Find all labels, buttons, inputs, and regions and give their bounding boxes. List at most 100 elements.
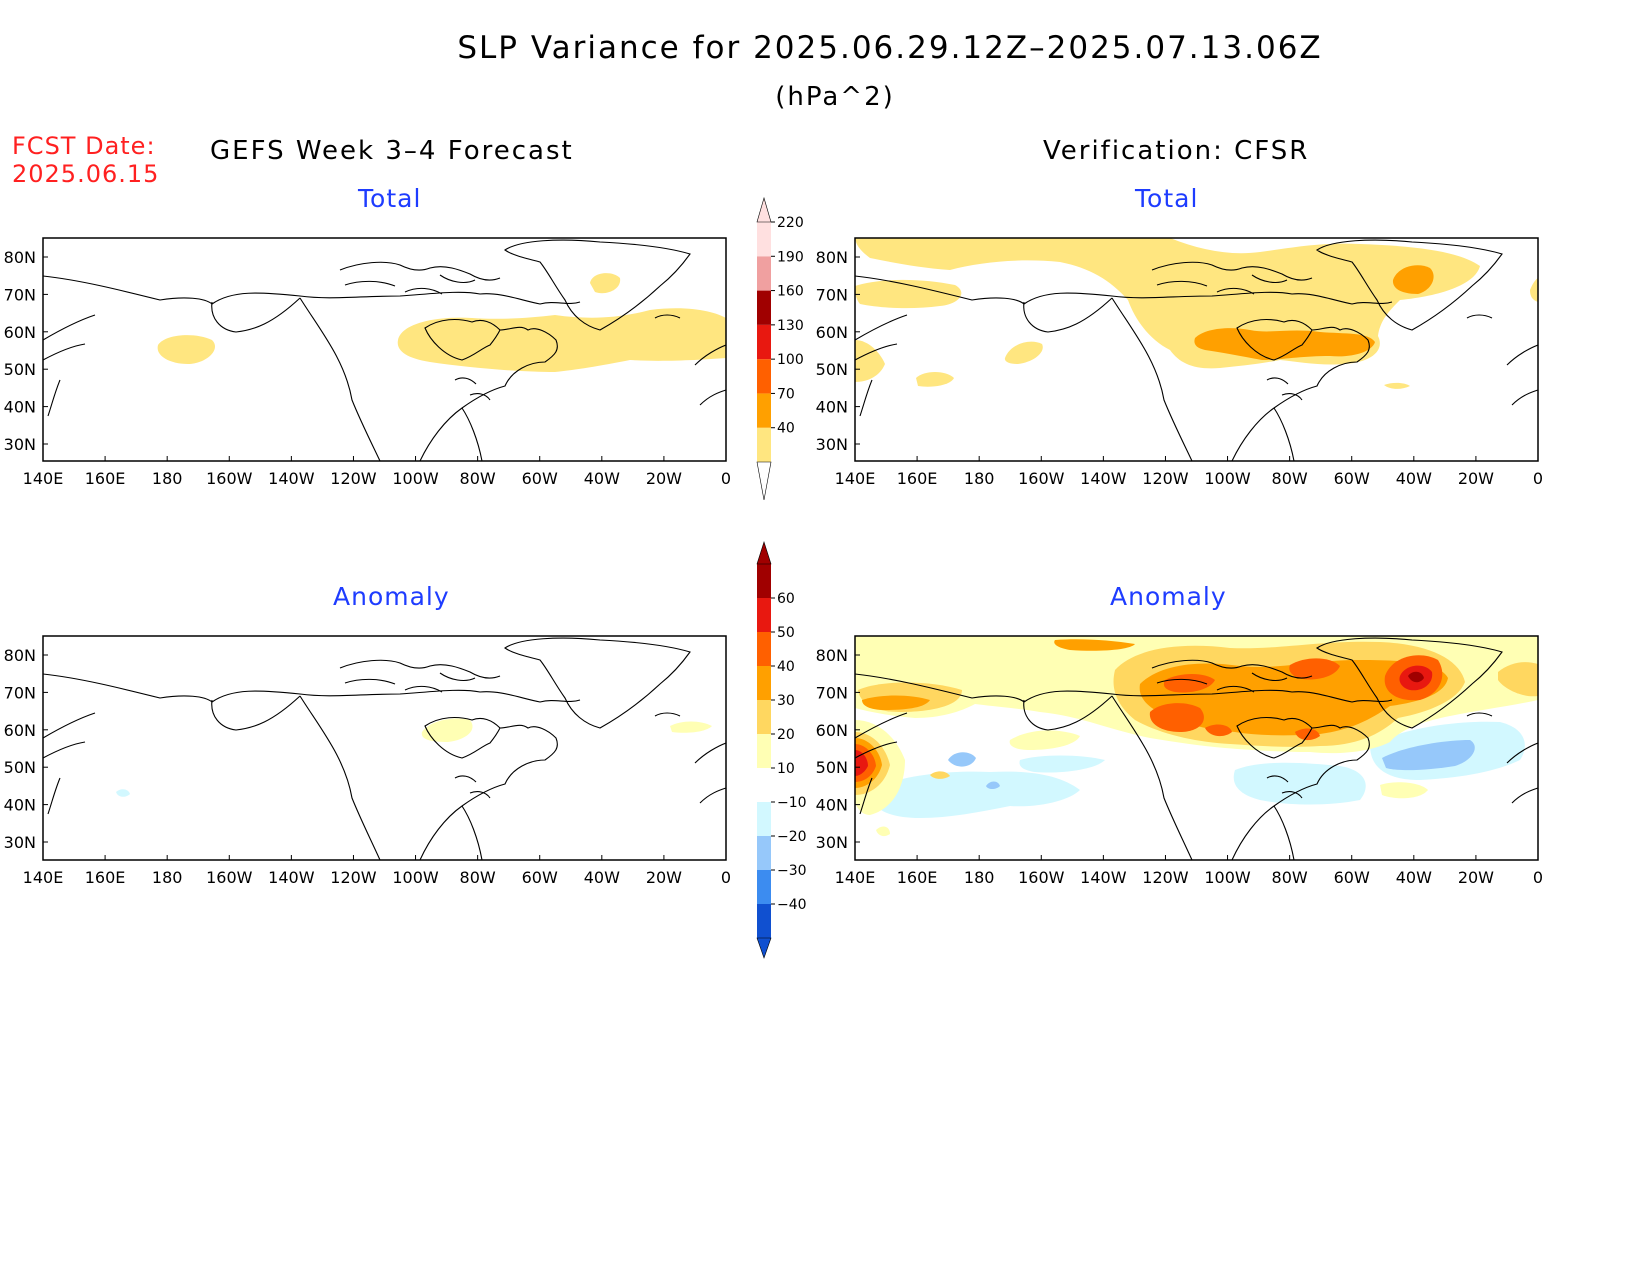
lon-tick-label: 80W <box>460 868 496 887</box>
lat-tick-label: 50N <box>4 360 36 379</box>
gefs-column-title: GEFS Week 3–4 Forecast <box>210 136 574 166</box>
gefs-anomaly-coastlines <box>43 637 726 860</box>
colorbar-anomaly: −40 −30 −20 −10 10 20 30 40 50 60 <box>756 541 807 959</box>
lon-tick-label: 60W <box>522 469 558 488</box>
lon-tick-label: 100W <box>1204 868 1251 887</box>
lon-tick-label: 120W <box>1142 469 1189 488</box>
gefs-total-frame <box>42 237 727 462</box>
colorbar-swatch <box>757 427 771 462</box>
gefs-anomaly-frame <box>42 635 727 861</box>
colorbar-swatch <box>757 904 771 938</box>
colorbar-swatch <box>757 222 771 257</box>
lat-tick-label: 80N <box>4 248 36 267</box>
lat-tick-label: 60N <box>816 721 848 740</box>
colorbar-swatch <box>757 802 771 836</box>
cfsr-total-coastlines <box>855 239 1538 461</box>
gefs-total-map <box>42 237 727 462</box>
colorbar-swatch <box>757 768 771 802</box>
colorbar-label: 220 <box>777 215 804 231</box>
colorbar-label: 100 <box>777 352 804 368</box>
lon-tick-label: 80W <box>460 469 496 488</box>
lon-tick-label: 160E <box>897 469 938 488</box>
lat-tick-label: 60N <box>816 323 848 342</box>
lon-tick-label: 0 <box>1533 469 1543 488</box>
colorbar-swatch <box>757 632 771 666</box>
cfsr-anomaly-map <box>854 635 1539 861</box>
lon-tick-label: 20W <box>646 868 682 887</box>
lon-tick-label: 120W <box>1142 868 1189 887</box>
lon-tick-label: 120W <box>330 469 377 488</box>
colorbar-swatch <box>757 290 771 325</box>
lat-tick-label: 40N <box>816 398 848 417</box>
colorbar-arrow-top <box>756 541 772 565</box>
colorbar-swatch <box>757 256 771 291</box>
lat-tick-label: 30N <box>816 833 848 852</box>
colorbar-label: −20 <box>777 829 807 845</box>
lon-tick-label: 140W <box>1080 868 1127 887</box>
lat-tick-label: 60N <box>4 721 36 740</box>
lon-tick-label: 60W <box>1334 469 1370 488</box>
cfsr-total-axes: 140E 160E 180 160W 140W 120W 100W 80W 60W 40W 20W 0… <box>816 248 1543 488</box>
lon-tick-label: 140W <box>268 469 315 488</box>
lat-tick-label: 50N <box>816 360 848 379</box>
colorbar-swatch <box>757 393 771 428</box>
lat-tick-label: 30N <box>4 435 36 454</box>
lon-tick-label: 140W <box>268 868 315 887</box>
colorbar-label: 50 <box>777 625 795 641</box>
cfsr-anomaly-title: Anomaly <box>1110 582 1227 611</box>
lon-tick-label: 180 <box>152 868 183 887</box>
lon-tick-label: 60W <box>522 868 558 887</box>
cfsr-total-shading-high <box>1194 265 1434 360</box>
cfsr-anomaly-frame <box>854 635 1539 861</box>
colorbar-arrow-bottom <box>756 937 772 959</box>
axes-layer: 140E 160E 180 160W 140W 120W 100W 80W 60W 40W 20W 0… <box>4 248 1543 887</box>
gefs-total-axes: 140E 160E 180 160W 140W 120W 100W 80W 60W 40W 20W 0… <box>4 248 731 488</box>
colorbar-label: −40 <box>777 897 807 913</box>
colorbar-swatch <box>757 598 771 632</box>
gefs-anomaly-map <box>42 635 727 861</box>
colorbar-swatch <box>757 666 771 700</box>
colorbar-swatch <box>757 700 771 734</box>
lat-tick-label: 70N <box>4 683 36 702</box>
colorbar-swatch <box>757 564 771 598</box>
lat-tick-label: 40N <box>4 398 36 417</box>
colorbar-label: 190 <box>777 249 804 265</box>
lon-tick-label: 160W <box>1018 868 1065 887</box>
cfsr-anomaly-coastlines <box>855 637 1538 860</box>
lon-tick-label: 160W <box>206 469 253 488</box>
cfsr-total-title: Total <box>1135 184 1199 213</box>
lat-tick-label: 50N <box>816 758 848 777</box>
lat-tick-label: 30N <box>816 435 848 454</box>
colorbar-label: 60 <box>777 591 795 607</box>
lon-tick-label: 60W <box>1334 868 1370 887</box>
cfsr-total-map <box>854 237 1539 462</box>
lon-tick-label: 160W <box>206 868 253 887</box>
lon-tick-label: 140W <box>1080 469 1127 488</box>
gefs-anomaly-title: Anomaly <box>333 582 450 611</box>
cfsr-anomaly-shading-darkorange <box>855 639 1448 788</box>
lat-tick-label: 50N <box>4 758 36 777</box>
colorbar-label: 20 <box>777 727 795 743</box>
lon-tick-label: 40W <box>584 469 620 488</box>
main-title: SLP Variance for 2025.06.29.12Z–2025.07.… <box>457 30 1323 66</box>
colorbar-label: 70 <box>777 386 795 402</box>
gefs-total-title: Total <box>358 184 422 213</box>
lon-tick-label: 180 <box>964 868 995 887</box>
lon-tick-label: 100W <box>392 469 439 488</box>
fcst-date-label: FCST Date: <box>12 132 156 160</box>
lon-tick-label: 140E <box>835 868 876 887</box>
lat-tick-label: 30N <box>4 833 36 852</box>
cfsr-total-shading-low <box>855 238 1538 389</box>
lat-tick-label: 80N <box>816 646 848 665</box>
lon-tick-label: 40W <box>1396 469 1432 488</box>
gefs-anomaly-axes: 140E 160E 180 160W 140W 120W 100W 80W 60W 40W 20W 0… <box>4 646 731 887</box>
lon-tick-label: 0 <box>721 469 731 488</box>
lon-tick-label: 160E <box>85 469 126 488</box>
colorbar-swatch <box>757 870 771 904</box>
colorbar-label: 160 <box>777 284 804 300</box>
colorbar-label: 10 <box>777 761 795 777</box>
cfsr-column-title: Verification: CFSR <box>1043 136 1310 166</box>
colorbar-label: −10 <box>777 795 807 811</box>
lon-tick-label: 180 <box>964 469 995 488</box>
